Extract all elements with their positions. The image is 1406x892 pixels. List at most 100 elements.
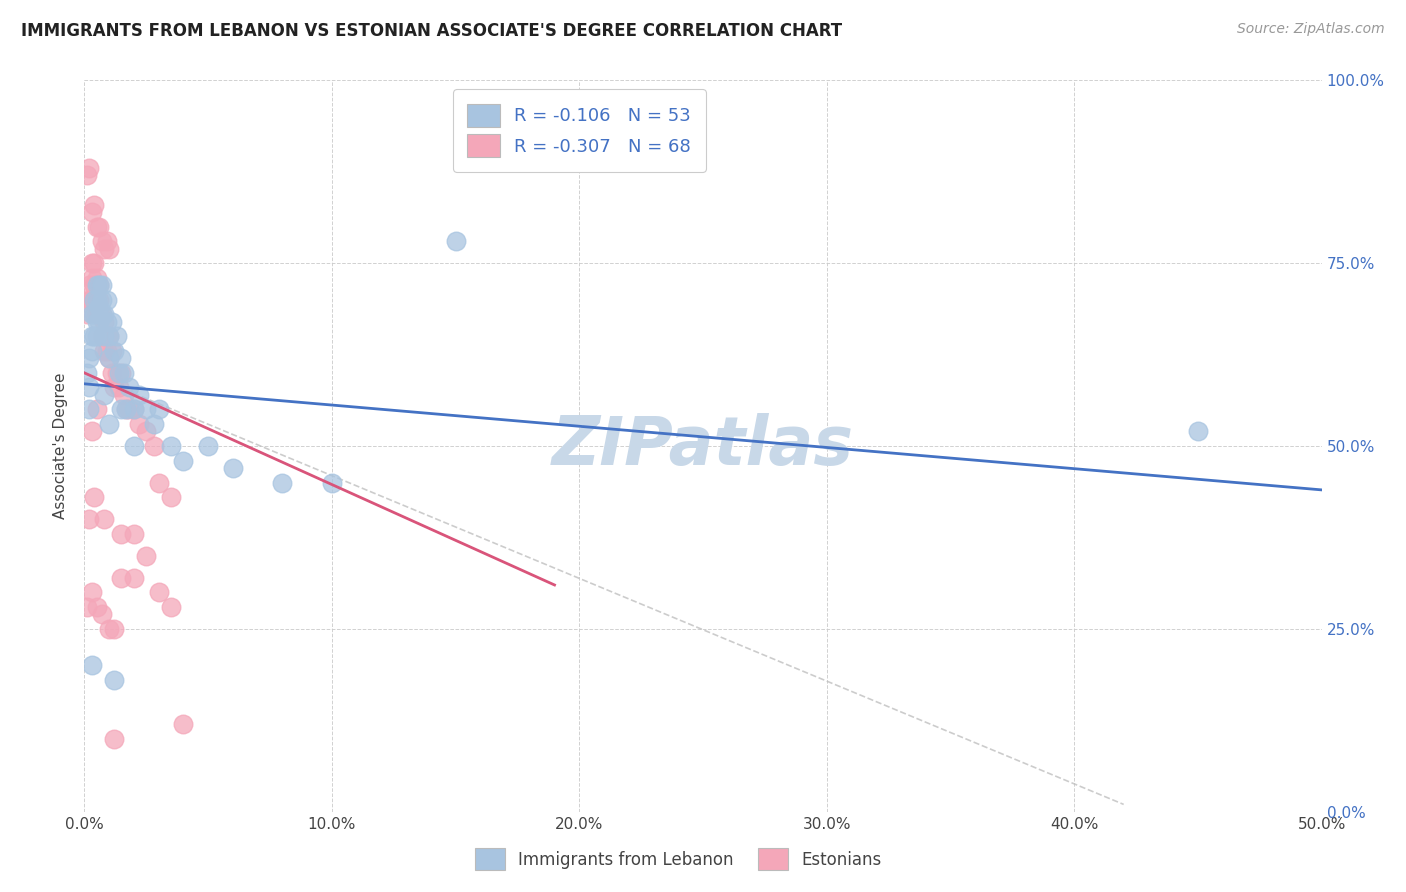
Point [86,270,108,285]
Point [148,402,170,417]
Point [80,307,103,321]
Point [90,278,112,293]
Point [103,673,125,687]
Point [90,607,112,622]
Point [105,329,128,343]
Point [79,161,101,175]
Point [80,256,103,270]
Point [89,278,111,293]
Point [93,307,115,321]
Point [118,380,141,394]
Point [80,293,103,307]
Point [110,571,132,585]
Point [96,293,118,307]
Point [83,329,105,343]
Point [112,388,135,402]
Point [135,425,157,439]
Point [80,329,103,343]
Point [142,439,165,453]
Point [135,402,157,417]
Point [93,388,115,402]
Point [128,417,150,431]
Point [444,234,467,248]
Point [86,329,108,343]
Point [96,343,118,358]
Point [83,293,105,307]
Point [98,242,121,256]
Point [83,490,105,504]
Point [90,307,112,321]
Point [80,585,103,599]
Point [79,380,101,394]
Legend: Immigrants from Lebanon, Estonians: Immigrants from Lebanon, Estonians [468,842,889,877]
Text: Source: ZipAtlas.com: Source: ZipAtlas.com [1237,22,1385,37]
Point [86,315,108,329]
Point [135,549,157,563]
Point [122,402,145,417]
Point [98,329,121,343]
Point [110,402,132,417]
Point [98,622,121,636]
Point [148,475,170,490]
Point [122,571,145,585]
Point [321,475,343,490]
Point [93,343,115,358]
Point [80,270,103,285]
Point [89,307,111,321]
Point [83,197,105,211]
Point [96,234,118,248]
Point [89,278,111,293]
Text: IMMIGRANTS FROM LEBANON VS ESTONIAN ASSOCIATE'S DEGREE CORRELATION CHART: IMMIGRANTS FROM LEBANON VS ESTONIAN ASSO… [21,22,842,40]
Point [76,169,98,183]
Point [90,307,112,321]
Point [142,417,165,431]
Point [86,293,108,307]
Point [115,402,138,417]
Point [197,439,219,453]
Point [83,278,105,293]
Point [160,439,183,453]
Point [103,380,125,394]
Point [110,351,132,366]
Point [108,366,131,380]
Point [271,475,294,490]
Point [90,329,112,343]
Point [128,388,150,402]
Point [112,366,135,380]
Point [160,599,183,614]
Point [103,622,125,636]
Point [79,402,101,417]
Point [80,658,103,673]
Point [86,219,108,234]
Point [79,512,101,526]
Point [1187,425,1209,439]
Point [98,329,121,343]
Point [83,256,105,270]
Point [83,293,105,307]
Point [172,717,194,731]
Point [93,315,115,329]
Point [115,402,138,417]
Point [83,307,105,321]
Point [108,380,131,394]
Point [86,278,108,293]
Point [100,343,122,358]
Point [89,219,111,234]
Point [93,242,115,256]
Point [96,329,118,343]
Point [76,599,98,614]
Point [222,461,245,475]
Point [80,205,103,219]
Point [100,315,122,329]
Point [76,307,98,321]
Point [122,439,145,453]
Point [86,599,108,614]
Point [122,526,145,541]
Point [122,402,145,417]
Point [105,366,128,380]
Point [96,315,118,329]
Point [80,425,103,439]
Point [110,366,132,380]
Point [98,351,121,366]
Point [76,366,98,380]
